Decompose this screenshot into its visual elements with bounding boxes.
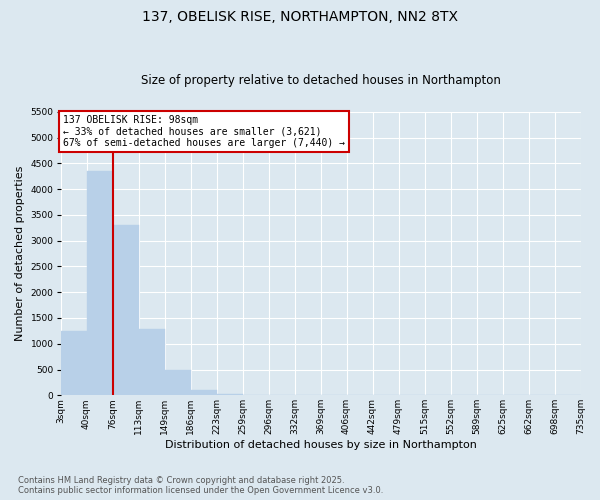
Bar	[164, 370, 191, 396]
Bar	[113, 225, 139, 396]
Bar	[86, 171, 113, 396]
Text: 137, OBELISK RISE, NORTHAMPTON, NN2 8TX: 137, OBELISK RISE, NORTHAMPTON, NN2 8TX	[142, 10, 458, 24]
X-axis label: Distribution of detached houses by size in Northampton: Distribution of detached houses by size …	[164, 440, 476, 450]
Text: Contains HM Land Registry data © Crown copyright and database right 2025.
Contai: Contains HM Land Registry data © Crown c…	[18, 476, 383, 495]
Title: Size of property relative to detached houses in Northampton: Size of property relative to detached ho…	[140, 74, 500, 87]
Bar	[217, 394, 242, 396]
Bar	[61, 331, 86, 396]
Bar	[139, 330, 164, 396]
Bar	[191, 390, 217, 396]
Text: 137 OBELISK RISE: 98sqm
← 33% of detached houses are smaller (3,621)
67% of semi: 137 OBELISK RISE: 98sqm ← 33% of detache…	[63, 114, 345, 148]
Bar	[242, 395, 269, 396]
Y-axis label: Number of detached properties: Number of detached properties	[15, 166, 25, 341]
